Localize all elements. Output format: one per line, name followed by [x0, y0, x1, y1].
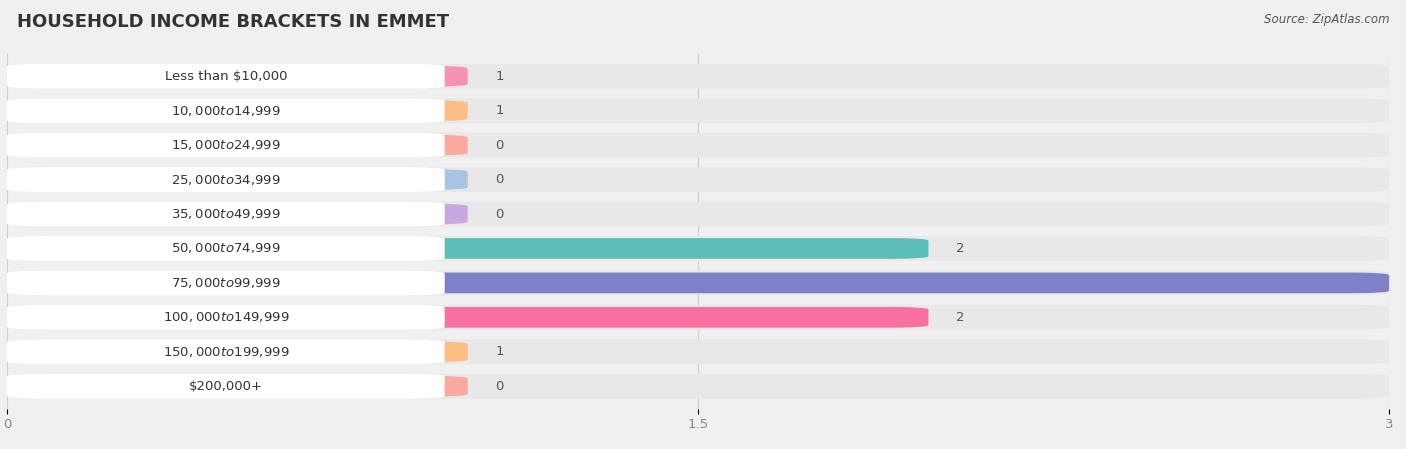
FancyBboxPatch shape	[7, 339, 1389, 364]
FancyBboxPatch shape	[7, 133, 1389, 158]
Text: $35,000 to $49,999: $35,000 to $49,999	[172, 207, 281, 221]
Text: 0: 0	[495, 380, 503, 393]
Text: $15,000 to $24,999: $15,000 to $24,999	[172, 138, 281, 152]
Text: 2: 2	[956, 311, 965, 324]
FancyBboxPatch shape	[7, 270, 444, 295]
FancyBboxPatch shape	[7, 101, 468, 121]
FancyBboxPatch shape	[7, 339, 444, 364]
FancyBboxPatch shape	[7, 341, 468, 362]
FancyBboxPatch shape	[7, 270, 1389, 295]
FancyBboxPatch shape	[7, 98, 444, 123]
FancyBboxPatch shape	[7, 374, 444, 399]
Text: $150,000 to $199,999: $150,000 to $199,999	[163, 345, 290, 359]
FancyBboxPatch shape	[7, 374, 1389, 399]
FancyBboxPatch shape	[7, 236, 444, 261]
FancyBboxPatch shape	[7, 202, 444, 226]
FancyBboxPatch shape	[7, 273, 1389, 293]
FancyBboxPatch shape	[7, 307, 928, 328]
Text: Less than $10,000: Less than $10,000	[165, 70, 287, 83]
Text: Source: ZipAtlas.com: Source: ZipAtlas.com	[1264, 13, 1389, 26]
FancyBboxPatch shape	[7, 64, 1389, 88]
FancyBboxPatch shape	[7, 167, 444, 192]
Text: 1: 1	[495, 104, 503, 117]
FancyBboxPatch shape	[7, 236, 1389, 261]
Text: $200,000+: $200,000+	[188, 380, 263, 393]
Text: 1: 1	[495, 345, 503, 358]
FancyBboxPatch shape	[7, 238, 928, 259]
Text: $25,000 to $34,999: $25,000 to $34,999	[172, 172, 281, 187]
FancyBboxPatch shape	[7, 135, 468, 155]
Text: 1: 1	[495, 70, 503, 83]
Text: 0: 0	[495, 173, 503, 186]
FancyBboxPatch shape	[7, 305, 1389, 330]
FancyBboxPatch shape	[7, 204, 468, 224]
Text: HOUSEHOLD INCOME BRACKETS IN EMMET: HOUSEHOLD INCOME BRACKETS IN EMMET	[17, 13, 449, 31]
FancyBboxPatch shape	[7, 133, 444, 158]
FancyBboxPatch shape	[7, 66, 468, 87]
Text: $75,000 to $99,999: $75,000 to $99,999	[172, 276, 281, 290]
FancyBboxPatch shape	[7, 376, 468, 396]
FancyBboxPatch shape	[7, 167, 1389, 192]
Text: 0: 0	[495, 139, 503, 152]
FancyBboxPatch shape	[7, 64, 444, 88]
Text: 2: 2	[956, 242, 965, 255]
Text: $100,000 to $149,999: $100,000 to $149,999	[163, 310, 290, 324]
FancyBboxPatch shape	[7, 98, 1389, 123]
FancyBboxPatch shape	[7, 169, 468, 190]
Text: $50,000 to $74,999: $50,000 to $74,999	[172, 242, 281, 255]
Text: 0: 0	[495, 207, 503, 220]
FancyBboxPatch shape	[7, 202, 1389, 226]
Text: $10,000 to $14,999: $10,000 to $14,999	[172, 104, 281, 118]
FancyBboxPatch shape	[7, 305, 444, 330]
